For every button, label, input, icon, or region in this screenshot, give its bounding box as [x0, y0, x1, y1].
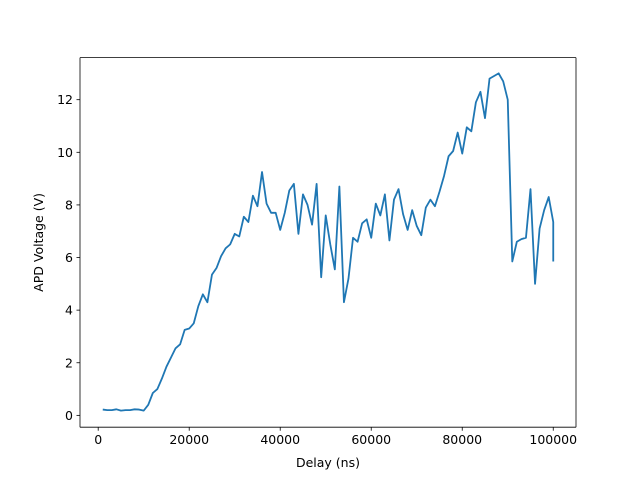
x-tick-label: 0: [94, 432, 102, 447]
series-line-0: [102, 72, 555, 412]
y-tick-label: 10: [57, 145, 73, 160]
y-tick-label: 0: [65, 408, 73, 423]
x-axis-label: Delay (ns): [296, 455, 360, 470]
x-tick-label: 80000: [442, 432, 482, 447]
axes-frame: [79, 57, 577, 428]
y-tick-label: 2: [65, 355, 73, 370]
x-axis-ticks: 0 20000 40000 60000 80000 100000: [94, 427, 577, 447]
y-tick-label: 8: [65, 197, 73, 212]
plot-area: [80, 57, 576, 428]
y-axis-label: APD Voltage (V): [31, 193, 46, 292]
series-layer: [102, 72, 555, 412]
y-tick-label: 12: [57, 92, 73, 107]
y-axis-ticks: 0 2 4 6 8 10 12: [57, 92, 80, 423]
x-tick-label: 20000: [169, 432, 209, 447]
x-tick-label: 40000: [260, 432, 300, 447]
x-tick-label: 60000: [351, 432, 391, 447]
y-tick-label: 6: [65, 250, 73, 265]
y-tick-label: 4: [65, 303, 73, 318]
x-tick-label: 100000: [529, 432, 577, 447]
